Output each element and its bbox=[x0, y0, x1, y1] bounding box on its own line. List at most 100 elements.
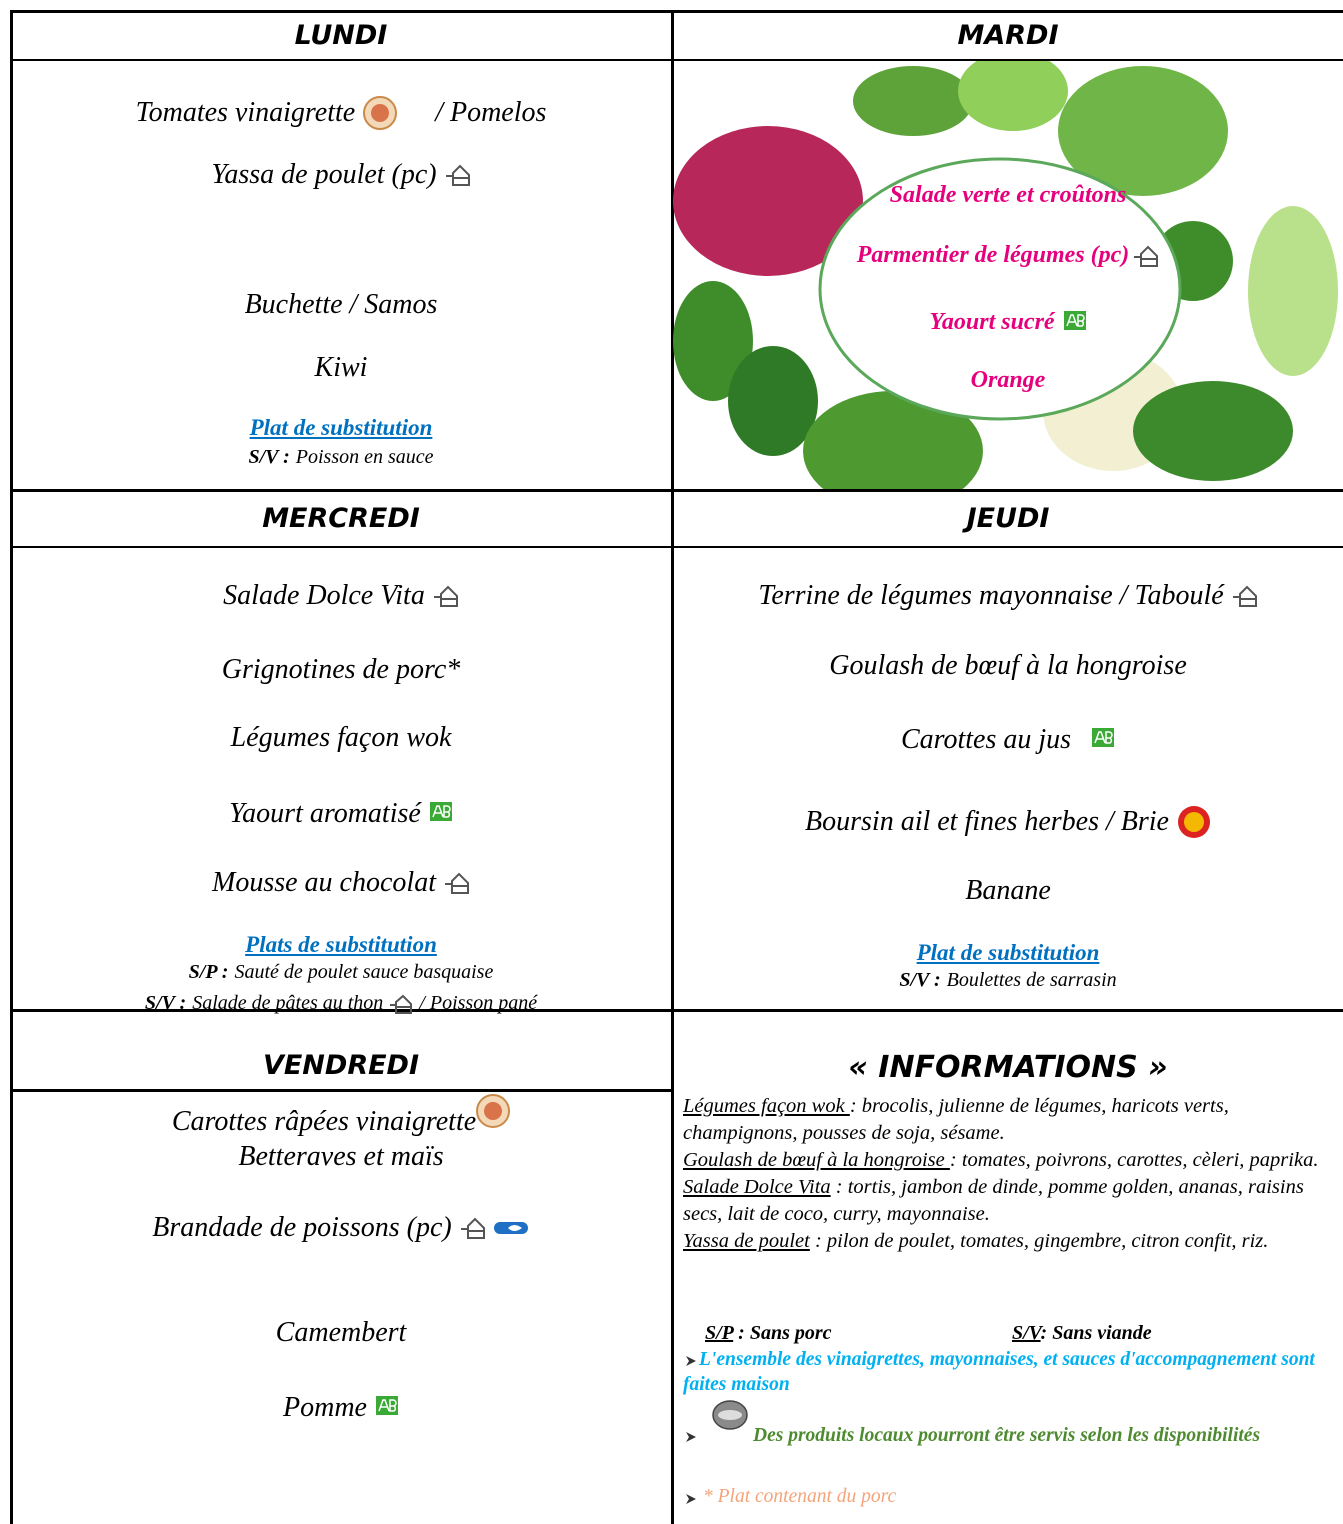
dish: / Pomelos bbox=[435, 97, 547, 128]
homemade-icon bbox=[445, 164, 470, 186]
homemade-icon bbox=[390, 994, 413, 1014]
homemade-icon bbox=[1232, 585, 1257, 607]
dish: Yassa de poulet (pc) bbox=[211, 159, 437, 190]
dish: Orange bbox=[970, 367, 1046, 393]
menu-line: Légumes façon wok bbox=[10, 722, 672, 754]
dish: Goulash de bœuf à la hongroise bbox=[829, 650, 1187, 681]
definition: Yassa de poulet : pilon de poulet, tomat… bbox=[683, 1228, 1338, 1255]
menu-line: Goulash de bœuf à la hongroise bbox=[673, 650, 1343, 682]
msc-icon bbox=[493, 1222, 528, 1234]
bullet bbox=[686, 1494, 696, 1504]
definition: Légumes façon wok : brocolis, julienne d… bbox=[683, 1093, 1338, 1147]
homemade-icon bbox=[433, 585, 458, 607]
substitution-line: S/V : Salade de pâtes au thon / Poisson p… bbox=[10, 992, 672, 1015]
dish: Parmentier de légumes (pc) bbox=[856, 242, 1130, 268]
dish: Mousse au chocolat bbox=[212, 867, 436, 898]
dish: Légumes façon wok bbox=[230, 722, 452, 753]
bullet bbox=[686, 1432, 696, 1442]
dish: Boulettes de sarrasin bbox=[946, 969, 1117, 991]
vegetables-illustration bbox=[673, 61, 1338, 489]
definition: Salade Dolce Vita : tortis, jambon de di… bbox=[683, 1174, 1338, 1228]
term: Salade Dolce Vita bbox=[683, 1176, 831, 1198]
code: S/V : bbox=[899, 969, 941, 991]
menu-line: Pomme bbox=[10, 1392, 672, 1424]
info-header: « INFORMATIONS » bbox=[848, 1050, 1168, 1085]
bullet bbox=[686, 1356, 696, 1366]
dish: Camembert bbox=[275, 1317, 407, 1348]
note: * Plat contenant du porc bbox=[703, 1486, 897, 1507]
day-header: JEUDI bbox=[966, 503, 1050, 534]
menu-line: Yaourt sucré bbox=[673, 309, 1343, 336]
border bbox=[10, 10, 1343, 13]
dish: Brandade de poissons (pc) bbox=[152, 1212, 452, 1243]
code: S/V : bbox=[144, 992, 187, 1014]
legend-item: S/V: Sans viande bbox=[1012, 1322, 1152, 1345]
menu-line: Banane bbox=[673, 875, 1343, 907]
menu-line: Carottes au jus bbox=[673, 724, 1343, 756]
border bbox=[10, 1009, 1343, 1012]
menu-line: Grignotines de porc* bbox=[10, 654, 672, 686]
note: L'ensemble des vinaigrettes, mayonnaises… bbox=[683, 1349, 1315, 1395]
definition: Goulash de bœuf à la hongroise : tomates… bbox=[683, 1147, 1338, 1174]
code: S/V bbox=[1012, 1322, 1041, 1344]
dish: Tomates vinaigrette bbox=[135, 97, 356, 128]
description: : tomates, poivrons, carottes, cèleri, p… bbox=[949, 1149, 1319, 1171]
menu-line: Carottes râpées vinaigrette bbox=[10, 1094, 672, 1138]
term: Légumes façon wok bbox=[683, 1095, 850, 1117]
legend-item: S/P : Sans porc bbox=[705, 1322, 832, 1345]
term: Goulash de bœuf à la hongroise bbox=[683, 1149, 950, 1171]
border bbox=[10, 59, 1343, 61]
dish: Banane bbox=[965, 875, 1051, 906]
organic-icon bbox=[1063, 310, 1086, 330]
day-header: MERCREDI bbox=[262, 503, 420, 534]
border bbox=[10, 489, 1343, 492]
substitution-title: Plats de substitution bbox=[245, 932, 437, 957]
substitution-line: S/P : Sauté de poulet sauce basquaise bbox=[10, 961, 672, 984]
code: S/P bbox=[705, 1322, 734, 1344]
local-icon bbox=[712, 1400, 748, 1430]
organic-icon bbox=[1092, 728, 1115, 747]
substitution-line: S/V : Poisson en sauce bbox=[10, 446, 672, 469]
dish: Salade Dolce Vita bbox=[223, 580, 425, 611]
menu-line: Boursin ail et fines herbes / Brie bbox=[673, 805, 1343, 839]
dish: Salade de pâtes au thon bbox=[192, 992, 384, 1014]
dish: Sauté de poulet sauce basquaise bbox=[234, 961, 494, 983]
dish: Carottes râpées vinaigrette bbox=[171, 1106, 477, 1137]
menu-line: Buchette / Samos bbox=[10, 289, 672, 321]
substitution-line: S/V : Boulettes de sarrasin bbox=[673, 969, 1343, 992]
description: : Sans viande bbox=[1040, 1322, 1152, 1344]
note: Des produits locaux pourront être servis… bbox=[753, 1425, 1261, 1446]
description: : Sans porc bbox=[733, 1322, 832, 1344]
menu-line: Orange bbox=[673, 367, 1343, 394]
definitions: Légumes façon wok : brocolis, julienne d… bbox=[683, 1093, 1338, 1255]
homemade-icon bbox=[1134, 245, 1159, 267]
border bbox=[671, 10, 674, 1524]
term: Yassa de poulet bbox=[683, 1230, 810, 1252]
day-header: LUNDI bbox=[294, 20, 388, 51]
menu-line: Mousse au chocolat bbox=[10, 867, 672, 899]
menu-line: Terrine de légumes mayonnaise / Taboulé bbox=[673, 580, 1343, 612]
border bbox=[10, 10, 13, 1524]
dish: Poisson en sauce bbox=[295, 446, 434, 468]
dish: Kiwi bbox=[314, 352, 368, 383]
code: S/P : bbox=[188, 961, 229, 983]
dish: Carottes au jus bbox=[900, 724, 1072, 755]
label-icon bbox=[363, 96, 398, 130]
code: S/V : bbox=[248, 446, 290, 468]
label-icon bbox=[476, 1094, 511, 1128]
menu-line: Camembert bbox=[10, 1317, 672, 1349]
menu-line: Tomates vinaigrette / Pomelos bbox=[10, 96, 672, 130]
homemade-icon bbox=[460, 1217, 485, 1239]
description: : brocolis, julienne de légumes, haricot… bbox=[683, 1095, 1229, 1144]
dish: Grignotines de porc* bbox=[221, 654, 461, 685]
substitution-title: Plat de substitution bbox=[916, 940, 1100, 965]
organic-icon bbox=[429, 802, 452, 821]
menu-line: Salade Dolce Vita bbox=[10, 580, 672, 612]
organic-icon bbox=[375, 1396, 398, 1415]
menu-line: Betteraves et maïs bbox=[10, 1141, 672, 1173]
description: : pilon de poulet, tomates, gingembre, c… bbox=[809, 1230, 1269, 1252]
dish: Terrine de légumes mayonnaise / Taboulé bbox=[758, 580, 1224, 611]
dish: Yaourt sucré bbox=[929, 309, 1055, 335]
border bbox=[10, 1089, 672, 1092]
border bbox=[10, 546, 1343, 548]
